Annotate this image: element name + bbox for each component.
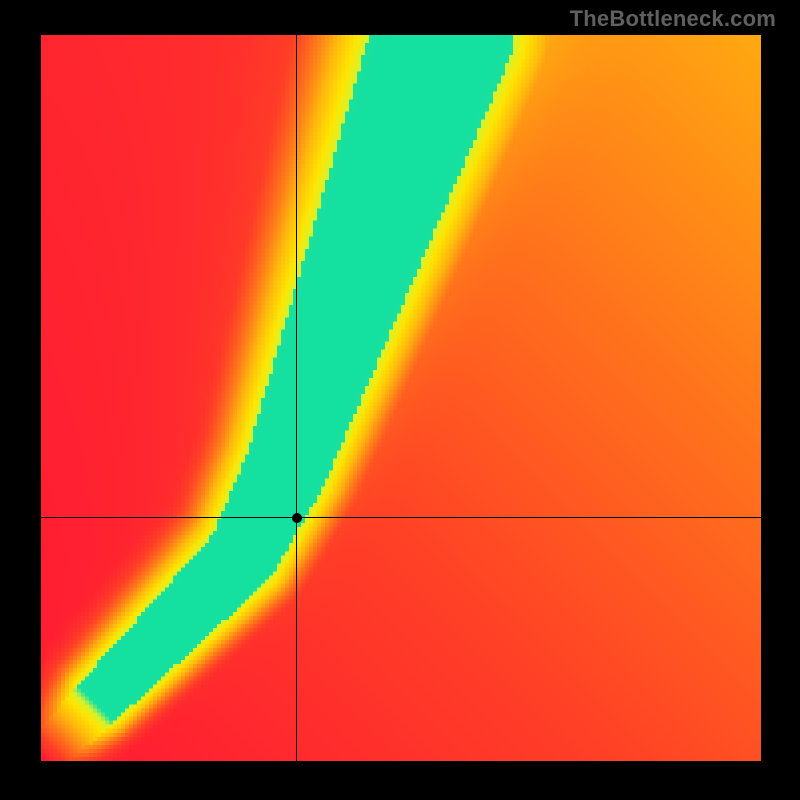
chart-container: TheBottleneck.com (0, 0, 800, 800)
bottleneck-heatmap (41, 35, 761, 761)
watermark-text: TheBottleneck.com (570, 6, 776, 32)
crosshair-marker (292, 513, 302, 523)
crosshair-horizontal (41, 517, 761, 518)
crosshair-vertical (296, 35, 297, 761)
